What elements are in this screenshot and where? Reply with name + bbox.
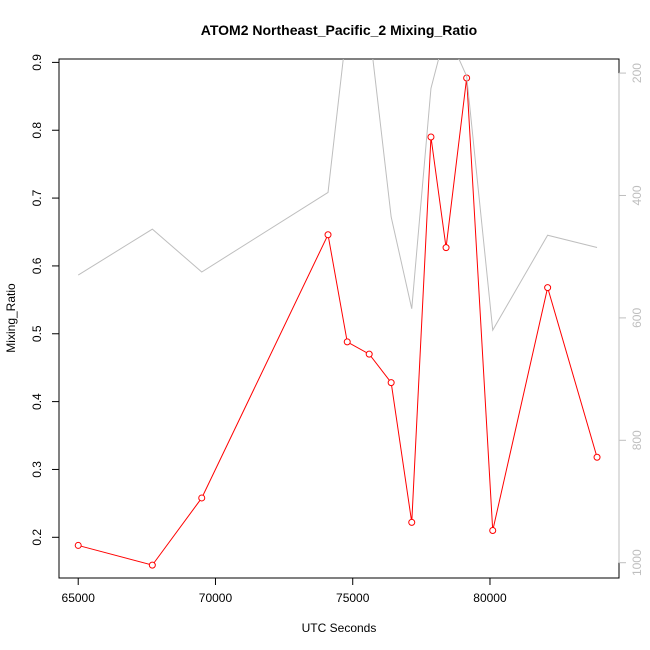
data-point [74,541,82,549]
x-tick-label: 70000 [199,591,233,605]
series-line-1 [77,59,598,332]
data-point [343,338,351,346]
y-tick-label: 0.6 [30,257,44,274]
x-axis-label: UTC Seconds [302,621,377,635]
y-tick-label: 0.3 [30,461,44,478]
data-point [365,350,373,358]
y2-tick-label: 400 [630,185,644,205]
x-tick-label: 75000 [336,591,370,605]
y2-tick-label: 800 [630,430,644,450]
x-tick-label: 80000 [473,591,507,605]
data-point [198,494,206,502]
series-line-0 [78,77,598,566]
x-axis: 65000 70000 75000 80000 [62,577,507,605]
data-point [387,379,395,387]
y-tick-label: 0.2 [30,529,44,546]
data-point [593,453,601,461]
data-point [442,244,450,252]
y-tick-label: 0.8 [30,122,44,139]
y2-tick-label: 200 [630,63,644,83]
y2-axis: 200 400 600 800 1000 [618,63,644,576]
y2-tick-label: 600 [630,308,644,328]
y-axis: 0.2 0.3 0.4 0.5 0.6 0.7 0.8 0.9 [30,54,59,546]
data-point [408,518,416,526]
plot-area [74,59,601,569]
y-axis-label: Mixing_Ratio [4,283,18,353]
plot-frame [58,58,620,579]
chart-title: ATOM2 Northeast_Pacific_2 Mixing_Ratio [201,22,477,38]
x-tick-label: 65000 [62,591,96,605]
data-point [324,231,332,239]
y-tick-label: 0.4 [30,393,44,410]
data-point [544,284,552,292]
y-tick-label: 0.9 [30,54,44,71]
y-tick-label: 0.5 [30,325,44,342]
data-point [148,561,156,569]
data-point [427,133,435,141]
data-point [489,527,497,535]
y2-tick-label: 1000 [630,549,644,576]
y-tick-label: 0.7 [30,189,44,206]
